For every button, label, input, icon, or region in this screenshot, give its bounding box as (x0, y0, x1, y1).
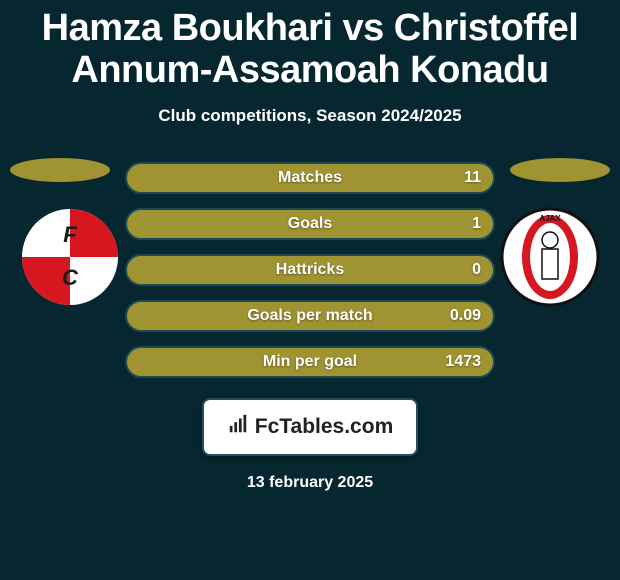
stat-bar: Min per goal (125, 346, 495, 378)
stat-bar: Goals per match (125, 300, 495, 332)
stat-label: Min per goal (263, 353, 357, 371)
brand-chart-icon (227, 413, 249, 440)
stat-bar: Goals (125, 208, 495, 240)
stat-value: 0 (472, 261, 481, 279)
subtitle: Club competitions, Season 2024/2025 (0, 106, 620, 126)
stat-label: Hattricks (276, 261, 344, 279)
brand-box: FcTables.com (202, 398, 418, 456)
left-ellipse (10, 158, 110, 182)
stat-label: Goals per match (247, 307, 372, 325)
stat-label: Goals (288, 215, 332, 233)
svg-text:F: F (63, 222, 77, 247)
club-logo-left: F C (20, 207, 120, 307)
stat-bar: Matches (125, 162, 495, 194)
stat-value: 0.09 (450, 307, 481, 325)
comparison-stage: F C AJAX Matches 11 Goals 1 Hattricks 0 Goals … (0, 162, 620, 378)
stat-value: 1 (472, 215, 481, 233)
stat-row: Min per goal 1473 (125, 346, 495, 378)
page-title: Hamza Boukhari vs Christoffel Annum-Assa… (0, 0, 620, 92)
date-label: 13 february 2025 (0, 474, 620, 492)
stat-row: Goals per match 0.09 (125, 300, 495, 332)
stat-row: Hattricks 0 (125, 254, 495, 286)
right-ellipse (510, 158, 610, 182)
stat-rows: Matches 11 Goals 1 Hattricks 0 Goals per match… (125, 162, 495, 378)
brand-label: FcTables.com (255, 415, 394, 439)
svg-text:AJAX: AJAX (539, 214, 561, 223)
stat-value: 1473 (445, 353, 481, 371)
stat-row: Goals 1 (125, 208, 495, 240)
stat-label: Matches (278, 169, 342, 187)
club-logo-right: AJAX (500, 207, 600, 307)
svg-text:C: C (62, 265, 79, 290)
stat-row: Matches 11 (125, 162, 495, 194)
stat-bar: Hattricks (125, 254, 495, 286)
stat-value: 11 (464, 169, 481, 187)
